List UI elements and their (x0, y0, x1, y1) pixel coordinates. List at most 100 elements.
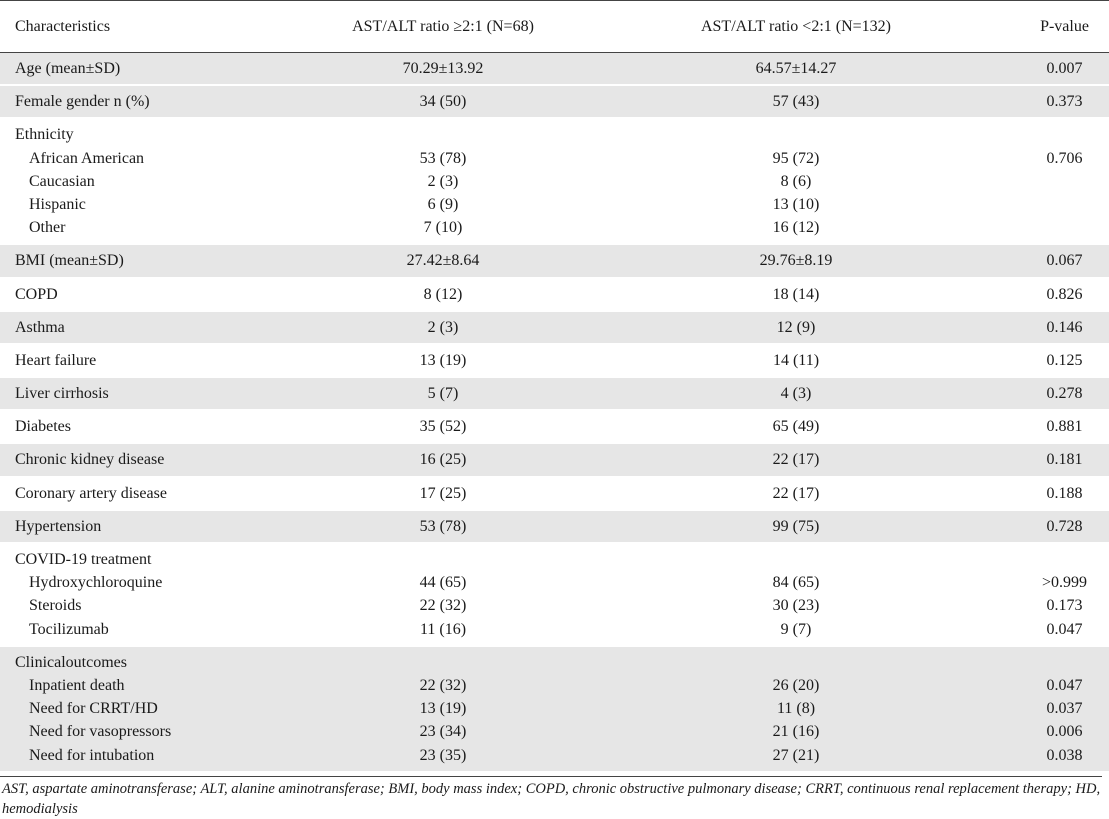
p-value (1020, 216, 1109, 239)
value-ratio-low: 30 (23) (772, 597, 820, 615)
header-p-value: P-value (1020, 0, 1109, 53)
group-label: Ethnicity (15, 126, 74, 144)
table-row: Asthma 2 (3) 12 (9) 0.146 (0, 310, 1109, 344)
value-ratio-low: 11 (8) (776, 700, 816, 718)
value-ratio-high: 6 (9) (427, 195, 459, 213)
table-row: COPD 8 (12) 18 (14) 0.826 (0, 278, 1109, 311)
value-ratio-low: 65 (49) (772, 418, 820, 436)
value-ratio-high: 22 (32) (419, 676, 467, 694)
p-value: 0.067 (1046, 252, 1083, 270)
row-label: Female gender n (%) (15, 93, 150, 111)
row-label: Caucasian (29, 172, 95, 190)
value-ratio-high: 22 (32) (419, 597, 467, 615)
table-row-group-ethnicity: Ethnicity African American Caucasian His… (0, 118, 1109, 245)
table-row: Age (mean±SD) 70.29±13.92 64.57±14.27 0.… (0, 52, 1109, 86)
row-label: Inpatient death (29, 676, 125, 694)
p-value: 0.038 (1046, 746, 1083, 764)
value-ratio-low: 57 (43) (772, 93, 820, 111)
row-label: Chronic kidney disease (15, 451, 165, 469)
row-label: Need for CRRT/HD (29, 700, 158, 718)
value-ratio-low: 4 (3) (780, 385, 812, 403)
p-value: 0.826 (1046, 285, 1083, 303)
value-ratio-high: 13 (19) (419, 351, 467, 369)
value-ratio-low: 18 (14) (772, 285, 820, 303)
value-ratio-high: 17 (25) (419, 484, 467, 502)
group-label: COVID-19 treatment (15, 551, 152, 568)
value-ratio-high: 7 (10) (423, 219, 463, 237)
value-ratio-high: 11 (16) (419, 620, 467, 638)
row-label: Tocilizumab (29, 620, 109, 638)
value-ratio-low: 9 (7) (780, 620, 812, 638)
table-row: Coronary artery disease 17 (25) 22 (17) … (0, 477, 1109, 510)
value-ratio-high: 34 (50) (419, 93, 467, 111)
table-row-group-treatment: COVID-19 treatment Hydroxychloroquine St… (0, 543, 1109, 646)
value-ratio-high: 70.29±13.92 (402, 60, 484, 77)
p-value: 0.706 (1046, 149, 1083, 167)
table-row: Hypertension 53 (78) 99 (75) 0.728 (0, 509, 1109, 543)
value-ratio-low: 16 (12) (772, 219, 820, 237)
value-ratio-high: 2 (3) (427, 172, 459, 190)
value-ratio-low: 26 (20) (772, 676, 820, 694)
value-ratio-low: 95 (72) (772, 149, 820, 167)
header-row: Characteristics AST/ALT ratio ≥2:1 (N=68… (0, 0, 1109, 53)
value-ratio-high: 44 (65) (419, 574, 467, 592)
table-row-group-outcomes: Clinicaloutcomes Inpatient death Need fo… (0, 645, 1109, 772)
row-label: Hypertension (15, 517, 102, 535)
p-value: 0.188 (1046, 484, 1083, 502)
p-value: 0.125 (1046, 351, 1083, 369)
p-value: 0.728 (1046, 517, 1083, 535)
p-value: 0.146 (1046, 318, 1083, 336)
table-row: Liver cirrhosis 5 (7) 4 (3) 0.278 (0, 377, 1109, 411)
table-footnote: AST, aspartate aminotransferase; ALT, al… (0, 776, 1102, 819)
row-label: Age (mean±SD) (15, 60, 121, 77)
row-label: BMI (mean±SD) (15, 252, 124, 270)
row-label: Coronary artery disease (15, 484, 167, 502)
value-ratio-high: 23 (34) (419, 723, 467, 741)
row-label: Other (29, 219, 66, 237)
group-label: Clinicaloutcomes (15, 653, 127, 671)
p-value: 0.007 (1046, 60, 1083, 77)
p-value: >0.999 (1041, 574, 1088, 592)
value-ratio-high: 13 (19) (419, 700, 467, 718)
value-ratio-low: 64.57±14.27 (755, 60, 837, 77)
row-label: Asthma (15, 318, 65, 336)
table-row: Diabetes 35 (52) 65 (49) 0.881 (0, 410, 1109, 444)
p-value: 0.047 (1046, 620, 1083, 638)
value-ratio-low: 14 (11) (772, 351, 820, 369)
p-value: 0.173 (1046, 597, 1083, 615)
value-ratio-low: 12 (9) (776, 318, 816, 336)
row-label: Need for vasopressors (29, 723, 172, 741)
p-value (1020, 193, 1109, 216)
row-label: COPD (15, 285, 58, 303)
p-value: 0.881 (1046, 418, 1083, 436)
header-characteristics: Characteristics (0, 0, 314, 53)
value-ratio-low: 29.76±8.19 (759, 252, 833, 270)
row-label: African American (29, 149, 145, 167)
row-label: Hydroxychloroquine (29, 574, 163, 592)
table-row: Female gender n (%) 34 (50) 57 (43) 0.37… (0, 85, 1109, 119)
p-value: 0.181 (1046, 451, 1083, 469)
value-ratio-high: 16 (25) (419, 451, 467, 469)
value-ratio-high: 23 (35) (419, 746, 467, 764)
value-ratio-high: 53 (78) (419, 149, 467, 167)
value-ratio-low: 84 (65) (772, 574, 820, 592)
value-ratio-high: 8 (12) (423, 285, 463, 303)
value-ratio-low: 22 (17) (772, 451, 820, 469)
value-ratio-low: 99 (75) (772, 517, 820, 535)
value-ratio-high: 5 (7) (427, 385, 459, 403)
p-value: 0.047 (1046, 676, 1083, 694)
value-ratio-high: 35 (52) (419, 418, 467, 436)
value-ratio-high: 2 (3) (427, 318, 459, 336)
p-value: 0.006 (1046, 723, 1083, 741)
table-row: Chronic kidney disease 16 (25) 22 (17) 0… (0, 443, 1109, 477)
value-ratio-high: 27.42±8.64 (406, 252, 480, 270)
table-row: BMI (mean±SD) 27.42±8.64 29.76±8.19 0.06… (0, 244, 1109, 278)
characteristics-table: Characteristics AST/ALT ratio ≥2:1 (N=68… (0, 0, 1109, 772)
row-label: Diabetes (15, 418, 71, 436)
value-ratio-low: 8 (6) (780, 172, 812, 190)
value-ratio-high: 53 (78) (419, 517, 467, 535)
header-ratio-high: AST/ALT ratio ≥2:1 (N=68) (314, 0, 572, 53)
row-label: Steroids (29, 597, 82, 615)
p-value: 0.037 (1046, 700, 1083, 718)
